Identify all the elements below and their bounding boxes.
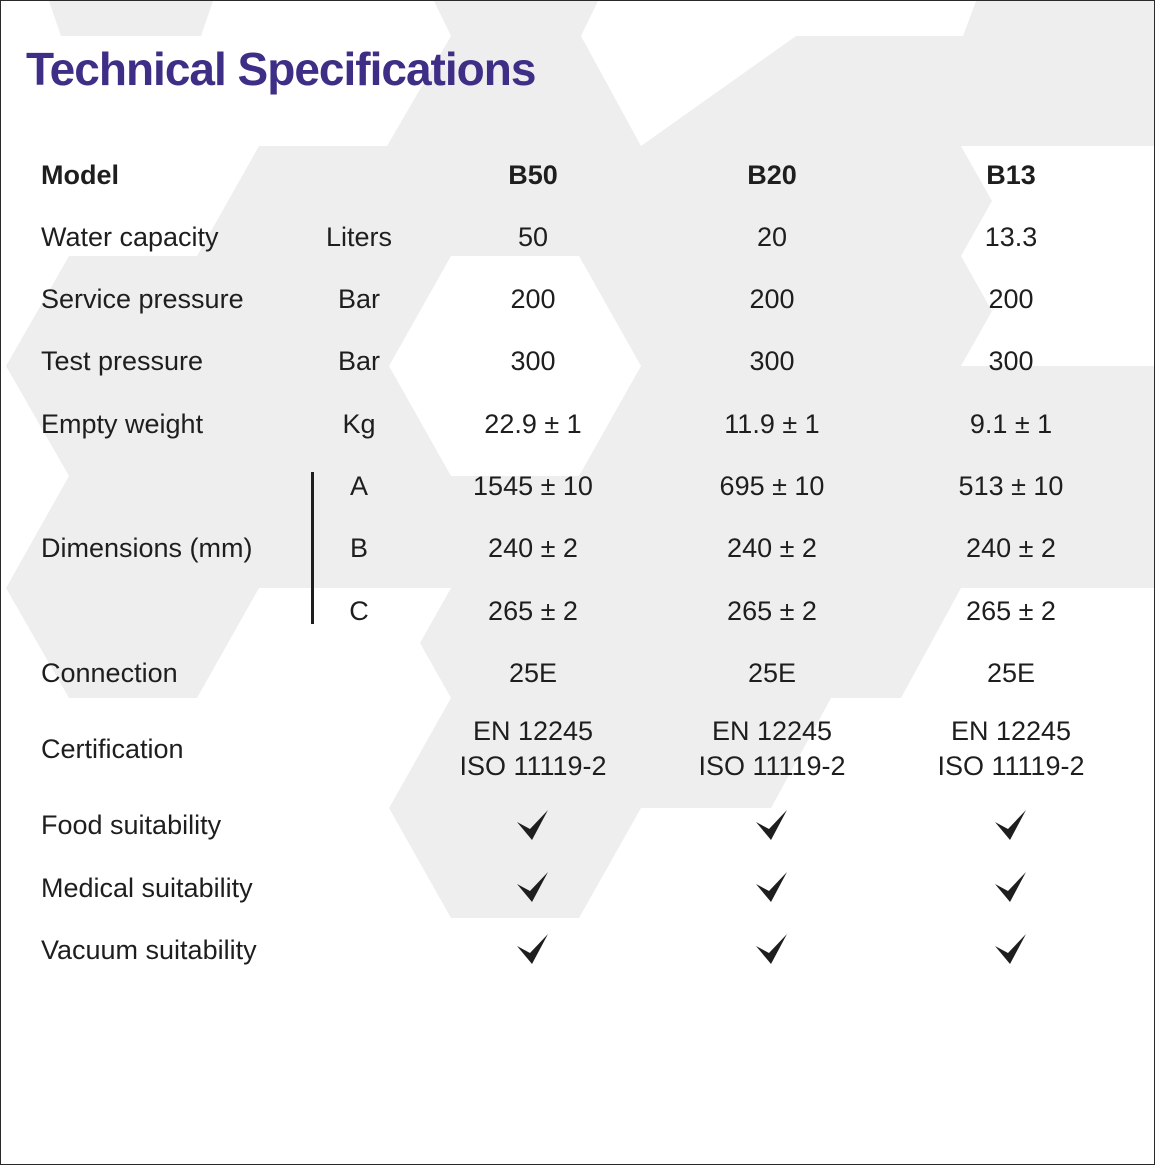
value-cell: 13.3 [984, 222, 1038, 252]
certification-line-iso: ISO 11119-2 [698, 751, 846, 781]
unit-bar: Bar [337, 284, 381, 314]
dimension-a-label: A [349, 471, 368, 501]
model-header-b20: B20 [747, 160, 797, 190]
check-icon [517, 872, 548, 902]
dimension-b-label: B [349, 533, 368, 563]
value-cell: 240 ± 2 [966, 533, 1056, 563]
value-cell: 9.1 ± 1 [969, 409, 1053, 439]
certification-line-en: EN 12245 [711, 716, 833, 746]
row-label-medical-suitability: Medical suitability [41, 873, 253, 903]
model-header-b13: B13 [986, 160, 1036, 190]
check-icon [995, 810, 1026, 840]
certification-line-iso: ISO 11119-2 [937, 751, 1085, 781]
dimension-c-label: C [349, 596, 369, 626]
unit-liters: Liters [325, 222, 393, 252]
value-cell: 20 [756, 222, 788, 252]
value-cell: 25E [986, 658, 1036, 688]
certification-line-en: EN 12245 [472, 716, 594, 746]
certification-cell: EN 12245 ISO 11119-2 [413, 714, 653, 784]
certification-line-iso: ISO 11119-2 [459, 751, 607, 781]
unit-kg: Kg [342, 409, 376, 439]
row-label-test-pressure: Test pressure [41, 346, 204, 376]
value-cell: 265 ± 2 [488, 596, 578, 626]
check-icon [517, 934, 548, 964]
value-cell: 1545 ± 10 [473, 471, 593, 501]
row-label-dimensions: Dimensions (mm) [41, 533, 253, 563]
value-cell: 50 [517, 222, 549, 252]
dimensions-bracket-divider [311, 472, 314, 624]
check-icon [756, 810, 787, 840]
value-cell: 25E [747, 658, 797, 688]
check-icon [756, 934, 787, 964]
value-cell: 695 ± 10 [719, 471, 825, 501]
check-icon [995, 934, 1026, 964]
value-cell: 265 ± 2 [966, 596, 1056, 626]
model-header-label: Model [41, 160, 119, 190]
value-cell: 200 [749, 284, 795, 314]
check-icon [995, 872, 1026, 902]
row-label-connection: Connection [41, 658, 178, 688]
value-cell: 240 ± 2 [488, 533, 578, 563]
value-cell: 200 [988, 284, 1034, 314]
row-label-vacuum-suitability: Vacuum suitability [41, 935, 257, 965]
value-cell: 300 [510, 346, 556, 376]
row-label-water-capacity: Water capacity [41, 222, 219, 252]
row-label-certification: Certification [41, 734, 184, 764]
value-cell: 200 [510, 284, 556, 314]
value-cell: 513 ± 10 [958, 471, 1064, 501]
value-cell: 300 [749, 346, 795, 376]
value-cell: 265 ± 2 [727, 596, 817, 626]
value-cell: 300 [988, 346, 1034, 376]
certification-cell: EN 12245 ISO 11119-2 [652, 714, 892, 784]
value-cell: 240 ± 2 [727, 533, 817, 563]
value-cell: 11.9 ± 1 [724, 409, 820, 439]
certification-line-en: EN 12245 [950, 716, 1072, 746]
page-title: Technical Specifications [26, 43, 536, 95]
unit-bar: Bar [337, 346, 381, 376]
row-label-service-pressure: Service pressure [41, 284, 244, 314]
value-cell: 25E [508, 658, 558, 688]
value-cell: 22.9 ± 1 [484, 409, 582, 439]
check-icon [517, 810, 548, 840]
row-label-empty-weight: Empty weight [41, 409, 204, 439]
model-header-b50: B50 [508, 160, 558, 190]
check-icon [756, 872, 787, 902]
row-label-food-suitability: Food suitability [41, 810, 222, 840]
certification-cell: EN 12245 ISO 11119-2 [891, 714, 1131, 784]
